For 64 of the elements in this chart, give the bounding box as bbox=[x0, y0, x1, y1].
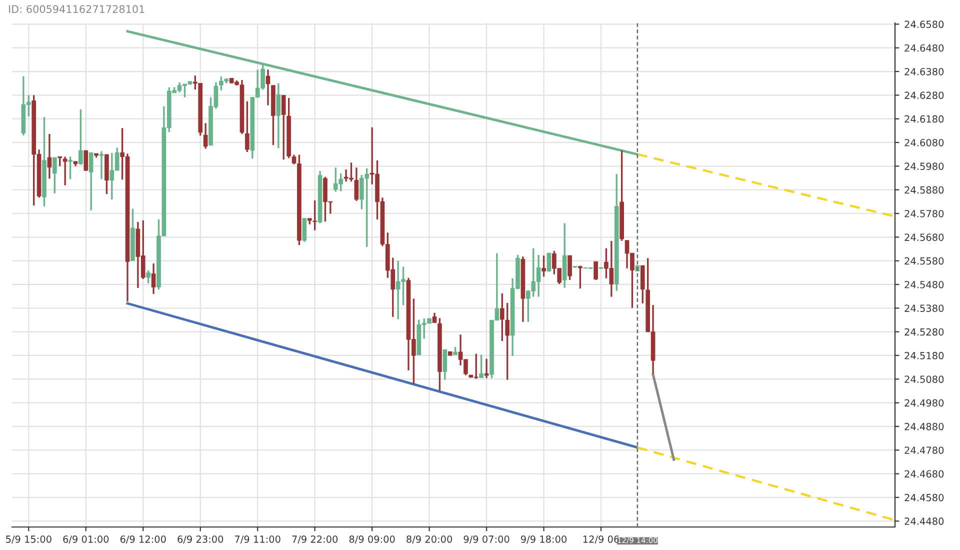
y-tick-label: 24.6580 bbox=[904, 20, 944, 28]
candlestick bbox=[505, 302, 510, 381]
candlestick bbox=[578, 264, 582, 290]
candlestick bbox=[479, 354, 484, 379]
candlestick bbox=[84, 150, 88, 172]
y-tick-label: 24.4580 bbox=[904, 494, 944, 502]
y-tick-label: 24.5680 bbox=[904, 234, 944, 241]
y-tick-label: 24.5280 bbox=[904, 328, 944, 336]
candlestick bbox=[568, 254, 572, 281]
candlestick bbox=[594, 260, 598, 281]
candlestick bbox=[354, 166, 359, 202]
candlestick bbox=[292, 154, 296, 166]
y-tick-label: 24.4680 bbox=[904, 470, 944, 478]
y-tick-label: 24.4980 bbox=[904, 399, 944, 407]
y-tick-label: 24.5180 bbox=[904, 352, 944, 360]
x-tick-label: 6/9 01:00 bbox=[63, 536, 109, 544]
x-tick-label: 5/9 15:00 bbox=[6, 536, 52, 544]
y-tick-label: 24.6280 bbox=[904, 92, 944, 99]
candlestick bbox=[68, 156, 72, 180]
candlestick bbox=[99, 150, 104, 180]
candlestick bbox=[62, 156, 68, 186]
candlestick bbox=[276, 82, 281, 150]
y-tick-label: 24.5780 bbox=[904, 210, 944, 218]
candlestick bbox=[281, 94, 286, 160]
y-tick-label: 24.5980 bbox=[904, 162, 944, 170]
candlestick bbox=[500, 292, 504, 342]
candlestick bbox=[266, 68, 270, 106]
y-tick-label: 24.5580 bbox=[904, 257, 944, 265]
y-tick-label: 24.6080 bbox=[904, 138, 944, 146]
candlestick bbox=[302, 218, 307, 243]
candlestick bbox=[640, 264, 645, 304]
y-tick-label: 24.5480 bbox=[904, 280, 944, 288]
y-tick-label: 24.4480 bbox=[904, 518, 944, 525]
y-tick-label: 24.6480 bbox=[904, 44, 944, 52]
candlestick bbox=[432, 312, 437, 324]
candlestick bbox=[47, 133, 52, 180]
x-tick-label: 9/9 18:00 bbox=[521, 536, 567, 544]
x-tick-label: 7/9 11:00 bbox=[235, 536, 280, 544]
candlestick bbox=[78, 108, 83, 166]
candlestick bbox=[203, 122, 208, 150]
x-tick-label: 8/9 09:00 bbox=[349, 536, 395, 544]
y-tick-label: 24.5080 bbox=[904, 376, 944, 383]
candlestick bbox=[312, 200, 318, 232]
candlestick bbox=[88, 152, 94, 212]
y-tick-label: 24.4880 bbox=[904, 422, 944, 430]
candlestick bbox=[58, 156, 62, 167]
candlestick bbox=[146, 269, 150, 284]
y-tick-label: 24.6180 bbox=[904, 115, 944, 123]
x-tick-label: 7/9 22:00 bbox=[292, 536, 338, 544]
candlestick bbox=[151, 262, 156, 295]
candlestick bbox=[245, 100, 250, 153]
x-tick-label: 6/9 23:00 bbox=[178, 536, 224, 544]
y-tick-label: 24.5880 bbox=[904, 186, 944, 194]
x-tick-label: 8/9 20:00 bbox=[406, 536, 452, 544]
candlestick bbox=[542, 254, 546, 278]
text: ID: 600594116271728101 bbox=[9, 5, 144, 14]
x-tick-label: 9/9 07:00 bbox=[464, 536, 510, 544]
y-tick-label: 24.6380 bbox=[904, 68, 944, 76]
y-tick-label: 24.5380 bbox=[904, 304, 944, 312]
candlestick bbox=[442, 348, 448, 381]
candlestick bbox=[52, 156, 57, 194]
x-tick-label: 6/9 12:00 bbox=[120, 536, 166, 544]
y-tick-label: 24.4780 bbox=[904, 446, 944, 454]
candlestick bbox=[546, 252, 552, 273]
